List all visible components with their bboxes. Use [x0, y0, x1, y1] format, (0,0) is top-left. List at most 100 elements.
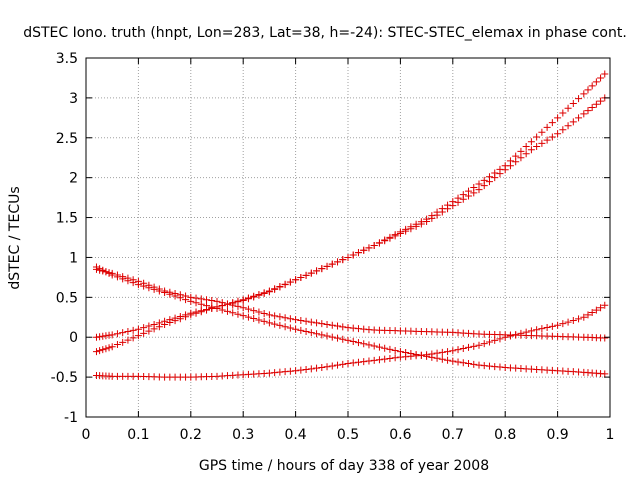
data-point [297, 326, 305, 334]
data-point [286, 324, 294, 332]
data-point [344, 336, 352, 344]
axes: 0 0.1 0.2 0.3 0.4 0.5 0.6 0.7 0.8 0.9 1 -1 -0.5 0 0.5 1… [51, 51, 615, 443]
data-point [292, 316, 300, 324]
data-point [292, 367, 300, 375]
data-point [250, 315, 258, 323]
data-point [318, 265, 326, 273]
data-point [286, 278, 294, 286]
data-point [313, 319, 321, 327]
data-point [119, 329, 127, 337]
data-point [344, 360, 352, 368]
data-point [318, 364, 326, 372]
data-point [145, 281, 153, 289]
data-point [559, 126, 567, 134]
data-point [527, 327, 535, 335]
data-point [176, 291, 184, 299]
data-point [465, 187, 473, 195]
data-point [328, 362, 336, 370]
data-point [396, 228, 404, 236]
data-point [575, 95, 583, 103]
data-point [496, 335, 504, 343]
data-point [276, 313, 284, 321]
data-point [265, 287, 273, 295]
data-point [506, 157, 514, 165]
data-point [140, 279, 148, 287]
data-point [313, 364, 321, 372]
data-point [423, 215, 431, 223]
data-point [527, 138, 535, 146]
data-point [297, 316, 305, 324]
data-point [339, 323, 347, 331]
data-point [522, 143, 530, 151]
data-point [213, 297, 221, 305]
y-tick-label: 1.5 [56, 211, 78, 227]
data-point [166, 319, 174, 327]
data-point [302, 327, 310, 335]
data-point [354, 249, 362, 257]
x-tick-label: 0.9 [546, 427, 568, 443]
x-tick-label: 0.8 [494, 427, 516, 443]
data-point [129, 326, 137, 334]
data-point [155, 323, 163, 331]
data-point [313, 267, 321, 275]
data-point [145, 327, 153, 335]
data-point [113, 330, 121, 338]
data-point [229, 301, 237, 309]
data-point [517, 154, 525, 162]
data-point [281, 323, 289, 331]
data-point [417, 218, 425, 226]
y-axis-title: dSTEC / TECUs [7, 186, 23, 289]
data-point [597, 97, 605, 105]
data-point [564, 122, 572, 130]
data-point [171, 317, 179, 325]
data-point [354, 358, 362, 366]
data-point [559, 109, 567, 117]
data-point [512, 331, 520, 339]
data-point [391, 354, 399, 362]
y-tick-label: 0 [69, 330, 78, 346]
data-point [302, 365, 310, 373]
data-point [407, 223, 415, 231]
data-point [548, 133, 556, 141]
data-point [480, 176, 488, 184]
data-point [522, 328, 530, 336]
data-point [575, 114, 583, 122]
data-point [386, 345, 394, 353]
data-point [533, 326, 541, 334]
data-point [276, 282, 284, 290]
data-point [575, 315, 583, 323]
data-point [323, 363, 331, 371]
data-point [423, 351, 431, 359]
data-point [470, 184, 478, 192]
data-point [119, 338, 127, 346]
data-point [517, 147, 525, 155]
data-point [496, 165, 504, 173]
data-point [271, 312, 279, 320]
data-point [485, 338, 493, 346]
data-point [129, 276, 137, 284]
data-point [433, 349, 441, 357]
x-tick-label: 0.3 [232, 427, 254, 443]
data-point [444, 356, 452, 364]
data-point [286, 315, 294, 323]
plot-frame [85, 57, 611, 418]
data-point [588, 82, 596, 90]
data-point [402, 225, 410, 233]
data-point [370, 241, 378, 249]
data-point [480, 340, 488, 348]
data-point [307, 269, 315, 277]
data-point [213, 305, 221, 313]
data-point [99, 346, 107, 354]
data-point [134, 332, 142, 340]
data-point [92, 348, 100, 356]
data-point [580, 313, 588, 321]
data-point [124, 336, 132, 344]
data-point [475, 180, 483, 188]
data-point [307, 318, 315, 326]
x-tick-label: 0.2 [180, 427, 202, 443]
data-point [161, 320, 169, 328]
data-point [250, 307, 258, 315]
data-point [255, 308, 263, 316]
data-point [433, 208, 441, 216]
data-point [113, 271, 121, 279]
